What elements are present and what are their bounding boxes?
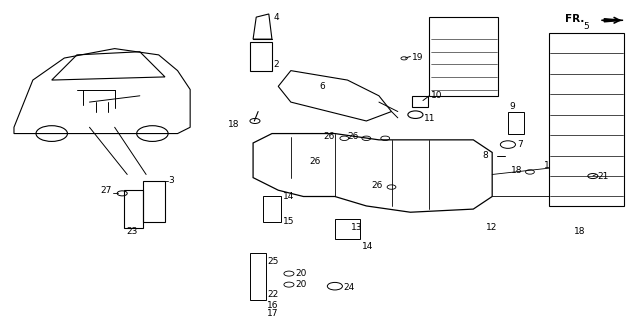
Text: 26: 26 [348,132,359,140]
Text: 17: 17 [267,309,279,318]
Text: 13: 13 [351,223,362,232]
Text: 19: 19 [412,52,424,61]
Text: 4: 4 [273,12,279,22]
Text: 11: 11 [424,114,435,123]
Text: 26: 26 [310,157,321,166]
Polygon shape [604,19,623,22]
Text: 18: 18 [228,120,240,129]
Text: 8: 8 [483,151,489,160]
Text: 18: 18 [574,227,585,236]
Text: 16: 16 [267,300,279,309]
Text: 1: 1 [544,161,550,170]
Text: 21: 21 [597,172,609,180]
Text: 26: 26 [324,132,335,140]
Text: 14: 14 [283,192,295,201]
Text: 26: 26 [372,181,383,190]
Text: 3: 3 [168,176,174,185]
Text: 23: 23 [126,227,137,236]
Text: 22: 22 [267,290,278,299]
Text: 9: 9 [510,102,516,111]
Text: 10: 10 [430,91,442,100]
Text: FR.: FR. [564,14,584,24]
Text: 20: 20 [295,269,307,278]
Text: 20: 20 [295,280,307,289]
Text: 27: 27 [100,186,111,195]
Text: 2: 2 [273,60,279,69]
Text: 15: 15 [283,217,295,226]
Text: 24: 24 [344,283,355,292]
Text: 7: 7 [518,140,523,149]
Text: 6: 6 [319,82,325,91]
Text: 14: 14 [362,242,374,251]
Text: 12: 12 [486,223,497,232]
Text: 18: 18 [511,166,523,175]
Text: 25: 25 [267,257,278,266]
Text: 5: 5 [583,22,589,31]
